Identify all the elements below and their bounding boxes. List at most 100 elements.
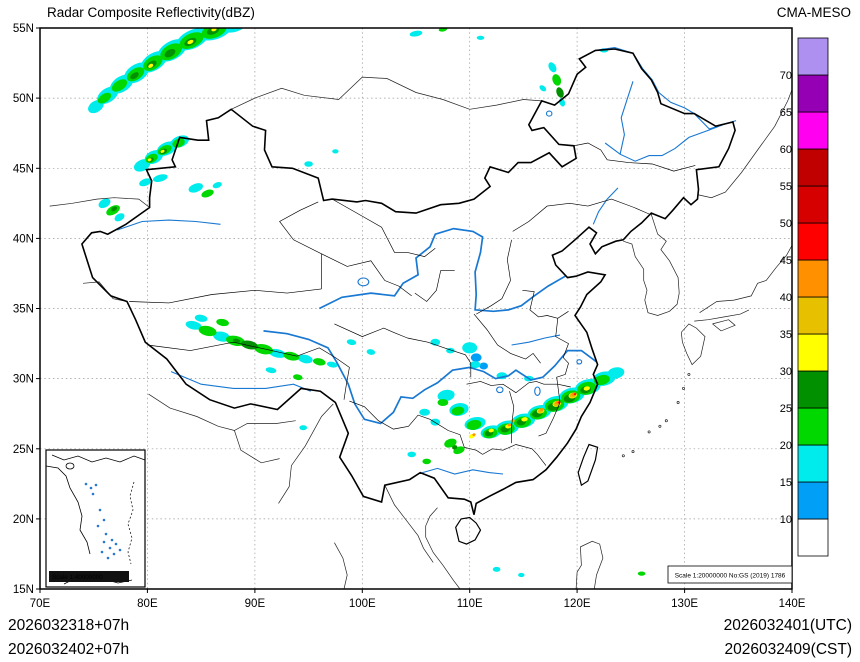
province-boundary [587,198,651,215]
footer-init-time-utc: 2026032318+07h [8,617,130,634]
echo-cyan [476,35,485,40]
y-tick-label: 35N [13,304,34,316]
echo-green [552,74,562,86]
colorbar-segment [797,333,829,372]
echo-cyan [548,62,557,73]
colorbar-segment [797,296,829,335]
echo-green [451,406,465,416]
inset-island-dot [102,540,106,544]
echo-green [216,318,229,327]
foreign-boundary [712,319,736,332]
island-dot [687,372,691,376]
echo-yellow [521,417,528,422]
colorbar-segment [797,444,829,483]
colorbar-segment [797,185,829,224]
colorbar-segment [797,370,829,409]
colorbar-tick-label: 20 [780,440,792,452]
x-tick-label: 70E [30,598,51,610]
map-scale-note: Scale 1:20000000 No:GS (2019) 1786 [667,565,793,584]
echo-green [111,79,128,92]
foreign-boundary [334,542,348,589]
axis-ticks [36,27,793,593]
y-tick-label: 50N [13,93,34,105]
inset-scale-label: Scale 1:40000000 [52,574,103,581]
colorbar-segment [797,407,829,446]
echo-cyan [492,566,501,572]
echo-cyan [419,408,430,416]
province-boundary [555,318,569,403]
colorbar-segment [797,74,829,113]
radar-echoes [88,28,646,578]
colorbar: 10 15 20 25 30 35 40 45 50 55 60 65 70 [780,37,829,557]
colorbar-segment [797,37,829,76]
foreign-boundary [425,507,461,589]
echo-dkgreen [130,72,139,80]
echo-cyan [139,178,152,187]
national-border [81,48,736,545]
lake [357,277,370,287]
province-boundary [349,400,431,430]
river-minor [592,187,619,225]
echo-cyan [114,213,125,222]
y-tick-label: 55N [13,23,34,35]
foreign-boundary [623,214,680,316]
echo-dkyellow [510,419,515,423]
echo-dkgreen [111,206,118,212]
echo-cyan [265,367,277,374]
province-boundary [466,381,571,394]
y-tick-label: 45N [13,163,34,175]
province-boundary [147,341,350,400]
echo-cyan [462,342,478,354]
echo-green [198,325,217,337]
province-boundary [407,337,472,378]
x-tick-label: 100E [349,598,376,610]
echo-cyan [98,198,111,209]
lake [534,386,541,396]
colorbar-tick-label: 45 [780,255,792,267]
echo-yellow [187,39,194,45]
x-tick-label: 80E [137,598,158,610]
echo-dkgreen [556,87,564,98]
province-boundary [573,142,608,160]
inset-island-dot [96,524,100,528]
inset-island-dot [89,486,93,490]
lake [496,386,504,394]
x-tick-label: 120E [564,598,591,610]
inset-island-dot [114,542,118,546]
river-minor [619,81,634,155]
inset-island-dot [84,482,88,486]
x-tick-label: 90E [245,598,266,610]
echo-cyan [332,149,339,154]
river-minor [511,334,561,346]
foreign-borders [49,76,792,589]
echo-orange [539,408,544,411]
colorbar-segment [797,222,829,261]
province-boundary [321,253,412,297]
colorbar-tick-label: 70 [780,70,792,82]
province-boundary [429,419,483,455]
echo-green [637,571,646,576]
colorbar-segment [797,111,829,150]
foreign-boundary [148,393,296,431]
echo-orange [472,433,476,437]
echo-yellow [488,428,494,433]
echo-cyan [409,30,423,37]
province-boundary [414,270,455,302]
inset-island-dot [108,546,112,550]
echo-cyan [539,85,547,92]
echo-cyan [212,181,222,189]
echo-cyan [346,339,357,346]
province-boundary [538,402,561,437]
colorbar-tick-label: 30 [780,366,792,378]
echo-cyan [366,349,376,355]
lake [545,110,553,117]
inset-island-dot [104,532,108,536]
page-title: Radar Composite Reflectivity(dBZ) [47,5,255,20]
colorbar-segment [797,481,829,520]
echo-green [466,419,482,430]
river-main [318,227,566,313]
island-dot [682,386,685,390]
echo-green [201,189,214,198]
y-tick-label: 15N [13,584,34,596]
